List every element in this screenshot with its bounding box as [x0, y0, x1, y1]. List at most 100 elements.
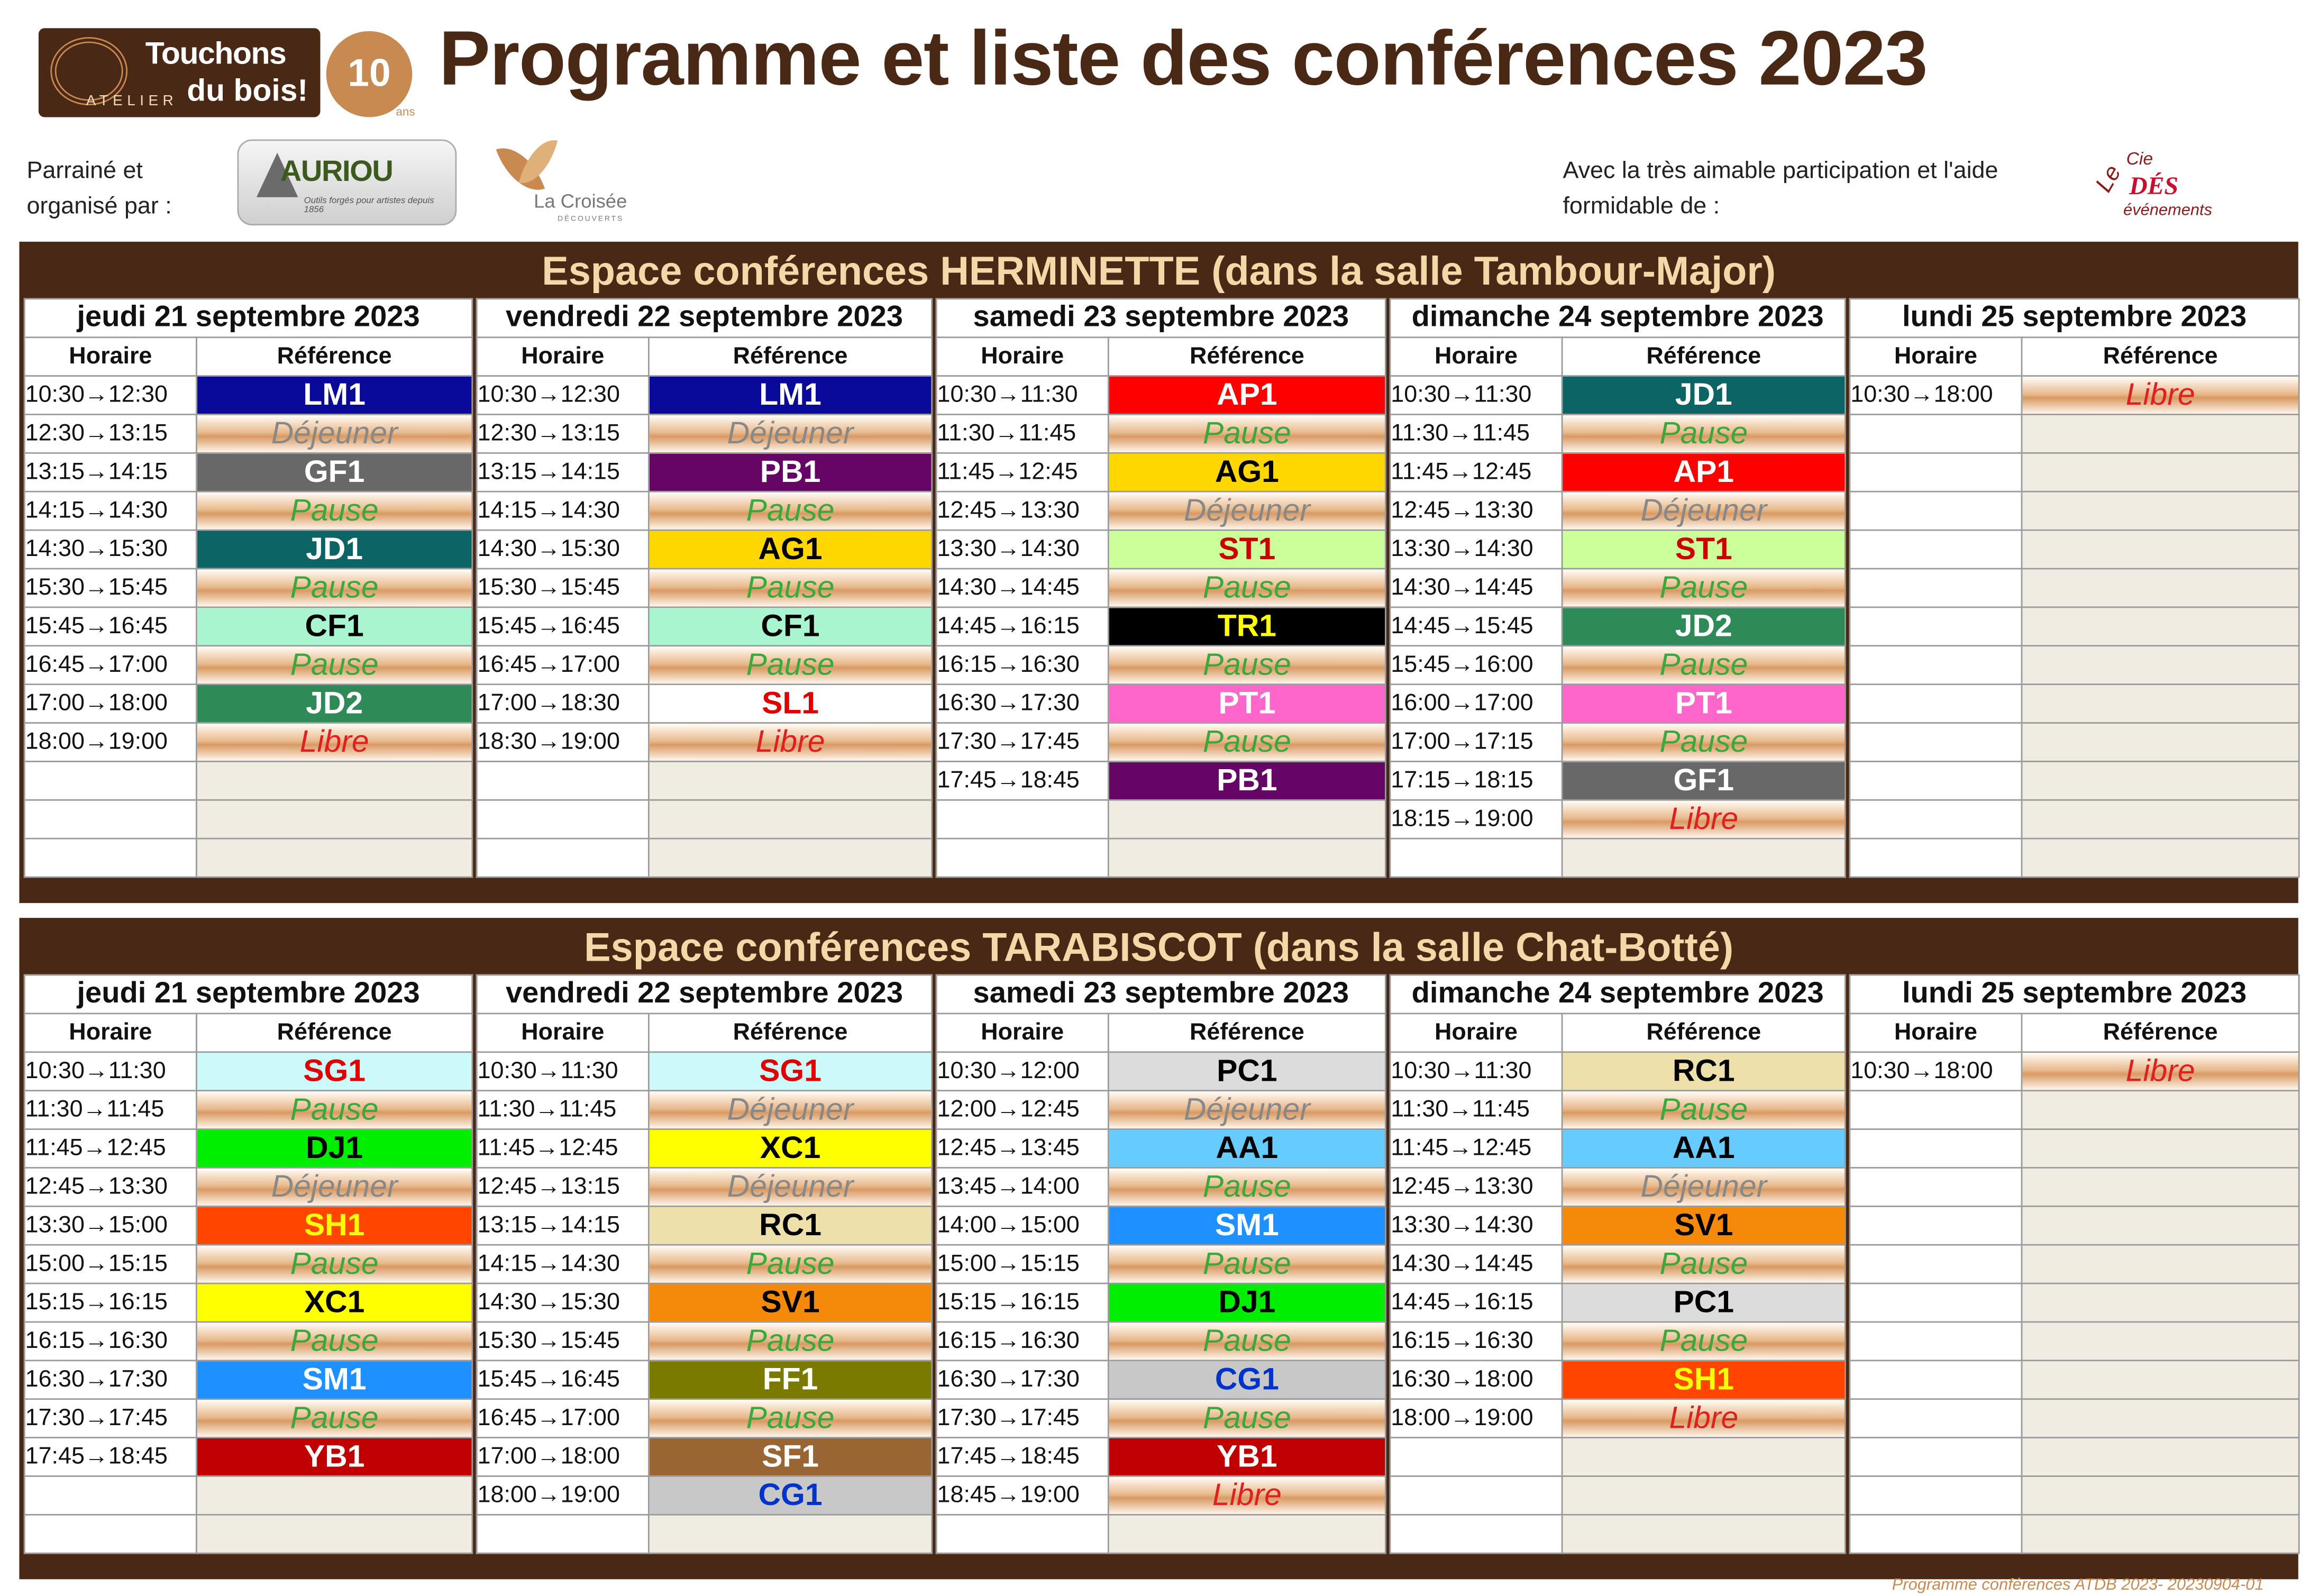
time-slot — [1849, 1475, 2023, 1516]
table-row: 14:30→15:30 SV1 — [476, 1282, 933, 1323]
time-slot: 12:45→13:15 — [476, 1167, 650, 1207]
conference-code: CF1 — [761, 609, 820, 644]
reference-cell: Pause — [647, 490, 933, 531]
time-slot: 12:00→12:45 — [935, 1090, 1109, 1130]
time-slot — [1849, 568, 2023, 608]
time-slot: 13:30→14:30 — [935, 529, 1109, 570]
table-row: 10:30→12:30 LM1 — [23, 375, 473, 415]
time-slot: 11:45→12:45 — [1389, 452, 1563, 493]
time-slot: 10:30→18:00 — [1849, 1051, 2023, 1092]
time-slot: 11:30→11:45 — [23, 1090, 197, 1130]
table-row: 12:45→13:30 Déjeuner — [1389, 490, 1846, 531]
time-slot: 18:00→19:00 — [23, 722, 197, 762]
table-row: 11:45→12:45 AP1 — [1389, 452, 1846, 493]
lunch-label: Déjeuner — [271, 416, 398, 451]
reference-cell: Pause — [1561, 1090, 1846, 1130]
time-slot — [1849, 1244, 2023, 1284]
reference-cell: Déjeuner — [1107, 490, 1386, 531]
pause-label: Pause — [1659, 1247, 1748, 1281]
reference-cell: LM1 — [647, 375, 933, 415]
free-label: Libre — [1669, 1401, 1739, 1436]
time-slot: 13:15→14:15 — [476, 452, 650, 493]
time-slot: 14:15→14:30 — [476, 1244, 650, 1284]
time-slot — [1849, 799, 2023, 840]
lunch-label: Déjeuner — [727, 416, 854, 451]
time-slot — [476, 799, 650, 840]
conference-code: PB1 — [760, 455, 821, 490]
table-row — [1849, 414, 2300, 454]
time-slot — [935, 799, 1109, 840]
reference-cell: CG1 — [1107, 1360, 1386, 1400]
table-row — [1389, 837, 1846, 878]
table-row: 14:30→14:45 Pause — [935, 568, 1386, 608]
table-row — [1849, 1437, 2300, 1477]
logo-line2: du bois! — [187, 74, 308, 108]
reference-cell — [2021, 799, 2300, 840]
schedule-table: samedi 23 septembre 2023 Horaire Référence… — [935, 298, 1386, 878]
reference-cell: Déjeuner — [196, 1167, 473, 1207]
time-slot: 12:45→13:30 — [1389, 1167, 1563, 1207]
reference-cell: XC1 — [647, 1128, 933, 1169]
auriou-tagline: Outils forgés pour artistes depuis 1856 — [304, 197, 434, 215]
conference-code: XC1 — [760, 1131, 821, 1166]
table-row: 18:00→19:00 Libre — [1389, 1398, 1846, 1439]
day-header: vendredi 22 septembre 2023 — [476, 298, 933, 339]
table-row: 15:15→16:15 XC1 — [23, 1282, 473, 1323]
table-row: 13:30→15:00 SH1 — [23, 1205, 473, 1246]
reference-cell: PT1 — [1107, 683, 1386, 724]
lunch-label: Déjeuner — [271, 1170, 398, 1205]
reference-cell: Déjeuner — [647, 1090, 933, 1130]
table-row: 14:30→15:30 AG1 — [476, 529, 933, 570]
table-row: 14:30→15:30 JD1 — [23, 529, 473, 570]
table-row — [1849, 1244, 2300, 1284]
reference-cell — [1107, 799, 1386, 840]
anvil-icon — [256, 152, 298, 197]
cie-des-wordmark: DÉS — [2129, 172, 2178, 200]
day-column: lundi 25 septembre 2023 Horaire Référence 1… — [1849, 298, 2300, 878]
table-row: 12:00→12:45 Déjeuner — [935, 1090, 1386, 1130]
reference-cell: Libre — [2021, 375, 2300, 415]
table-row — [1849, 645, 2300, 686]
time-slot: 17:15→18:15 — [1389, 760, 1563, 801]
table-row: 14:45→15:45 JD2 — [1389, 606, 1846, 647]
reference-cell — [2021, 1282, 2300, 1323]
table-row — [1849, 1513, 2300, 1554]
column-header-reference: Référence — [2021, 1013, 2300, 1053]
column-header-horaire: Horaire — [476, 336, 650, 377]
reference-cell: PB1 — [1107, 760, 1386, 801]
time-slot: 14:00→15:00 — [935, 1205, 1109, 1246]
time-slot: 10:30→11:30 — [23, 1051, 197, 1092]
table-row: 11:30→11:45 Pause — [1389, 1090, 1846, 1130]
table-row: 18:45→19:00 Libre — [935, 1475, 1386, 1516]
table-row: 16:30→17:30 SM1 — [23, 1360, 473, 1400]
pause-label: Pause — [290, 1324, 379, 1358]
time-slot: 11:45→12:45 — [476, 1128, 650, 1169]
schedule-table: lundi 25 septembre 2023 Horaire Référence 1… — [1849, 298, 2300, 878]
time-slot — [935, 837, 1109, 878]
column-header-reference: Référence — [1107, 1013, 1386, 1053]
cie-des-logo: Le Cie DÉS événements — [2092, 145, 2215, 225]
conference-code: YB1 — [304, 1439, 365, 1474]
conference-code: SF1 — [762, 1439, 819, 1474]
auriou-wordmark: AURIOU — [280, 156, 394, 188]
time-slot — [1849, 529, 2023, 570]
time-slot: 18:00→19:00 — [476, 1475, 650, 1516]
table-row — [1849, 722, 2300, 762]
time-slot: 14:30→14:45 — [1389, 568, 1563, 608]
column-header-horaire: Horaire — [476, 1013, 650, 1053]
free-label: Libre — [2125, 1054, 2195, 1089]
time-slot: 15:30→15:45 — [476, 1321, 650, 1362]
reference-cell — [1561, 1437, 1846, 1477]
pause-label: Pause — [1202, 1401, 1291, 1436]
table-row — [476, 1513, 933, 1554]
table-row: 12:45→13:45 AA1 — [935, 1128, 1386, 1169]
conference-code: SH1 — [304, 1208, 365, 1243]
day-column: dimanche 24 septembre 2023 Horaire Référen… — [1389, 974, 1846, 1554]
table-row: 12:45→13:15 Déjeuner — [476, 1167, 933, 1207]
table-row: 13:45→14:00 Pause — [935, 1167, 1386, 1207]
reference-cell: Pause — [1107, 645, 1386, 686]
pause-label: Pause — [1202, 725, 1291, 760]
time-slot: 13:30→14:30 — [1389, 529, 1563, 570]
thanks-label: Avec la très aimable participation et l'… — [1563, 158, 1998, 220]
cie-des-cie: Cie — [2126, 148, 2153, 169]
